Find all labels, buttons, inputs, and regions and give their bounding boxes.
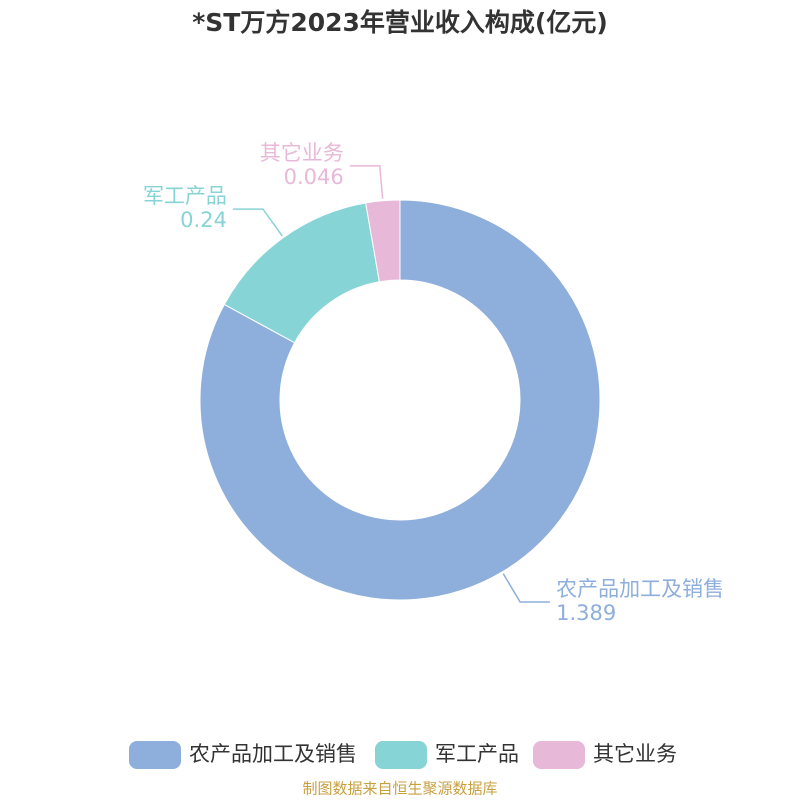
- legend-label: 军工产品: [435, 742, 519, 766]
- legend-swatch: [375, 741, 427, 769]
- legend-label: 其它业务: [593, 742, 677, 766]
- slice-label: 其它业务: [260, 141, 344, 165]
- donut-slice: [365, 199, 401, 283]
- source-note: 制图数据来自恒生聚源数据库: [302, 780, 497, 798]
- leader-line: [232, 208, 283, 237]
- leader-line: [349, 165, 384, 199]
- legend-swatch: [129, 741, 181, 769]
- donut-slice: [199, 199, 601, 601]
- slice-value: 0.046: [284, 165, 344, 189]
- chart-title: *ST万方2023年营业收入构成(亿元): [192, 8, 608, 37]
- slice-label: 农产品加工及销售: [556, 577, 724, 601]
- slice-label: 军工产品: [143, 184, 227, 208]
- leader-line: [502, 573, 551, 603]
- legend-label: 农产品加工及销售: [189, 742, 357, 766]
- legend-swatch: [533, 741, 585, 769]
- slice-value: 1.389: [556, 601, 616, 625]
- slice-value: 0.24: [180, 208, 227, 232]
